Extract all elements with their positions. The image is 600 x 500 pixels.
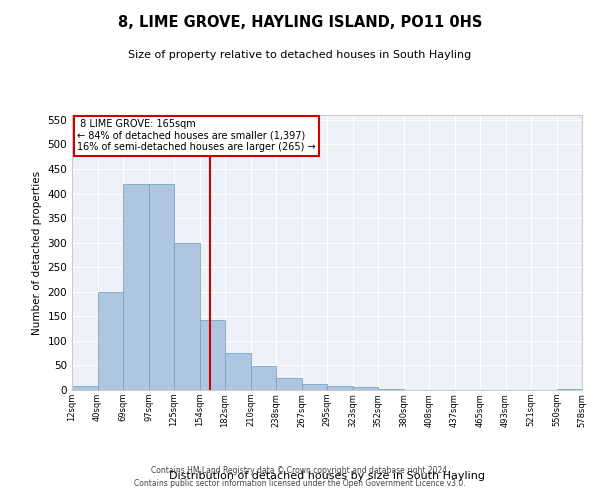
- Text: Contains HM Land Registry data © Crown copyright and database right 2024.
Contai: Contains HM Land Registry data © Crown c…: [134, 466, 466, 487]
- Bar: [72, 386, 97, 390]
- Bar: [251, 366, 276, 390]
- Bar: [353, 387, 378, 390]
- Bar: [123, 184, 149, 390]
- Bar: [149, 184, 174, 390]
- X-axis label: Distribution of detached houses by size in South Hayling: Distribution of detached houses by size …: [169, 471, 485, 481]
- Bar: [378, 389, 404, 390]
- Bar: [97, 292, 123, 390]
- Text: 8, LIME GROVE, HAYLING ISLAND, PO11 0HS: 8, LIME GROVE, HAYLING ISLAND, PO11 0HS: [118, 15, 482, 30]
- Text: Size of property relative to detached houses in South Hayling: Size of property relative to detached ho…: [128, 50, 472, 60]
- Bar: [199, 320, 225, 390]
- Bar: [174, 242, 199, 390]
- Text: 8 LIME GROVE: 165sqm
← 84% of detached houses are smaller (1,397)
16% of semi-de: 8 LIME GROVE: 165sqm ← 84% of detached h…: [77, 119, 316, 152]
- Bar: [225, 353, 251, 390]
- Bar: [276, 378, 302, 390]
- Bar: [557, 389, 582, 390]
- Y-axis label: Number of detached properties: Number of detached properties: [32, 170, 42, 334]
- Bar: [327, 386, 353, 390]
- Bar: [302, 384, 327, 390]
